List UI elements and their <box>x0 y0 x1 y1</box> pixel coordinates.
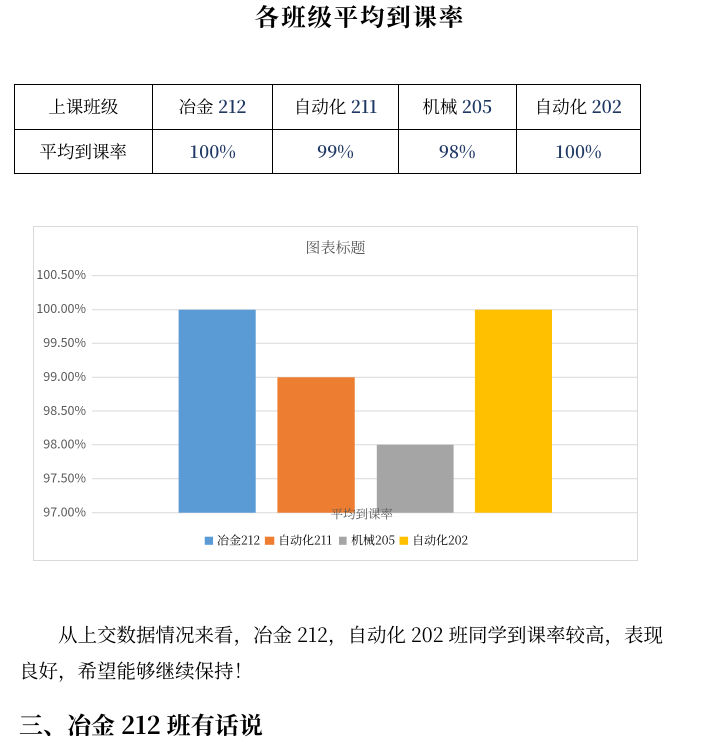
svg-text:100.50%: 100.50% <box>36 264 86 283</box>
svg-text:自动化211: 自动化211 <box>278 531 332 548</box>
svg-text:97.50%: 97.50% <box>43 468 86 487</box>
svg-text:机械205: 机械205 <box>351 531 395 548</box>
svg-text:99.00%: 99.00% <box>43 366 86 385</box>
svg-text:97.00%: 97.00% <box>43 502 86 521</box>
svg-text:98.00%: 98.00% <box>43 434 86 453</box>
svg-text:冶金212: 冶金212 <box>217 531 260 548</box>
svg-text:99.50%: 99.50% <box>43 332 86 351</box>
svg-text:100.00%: 100.00% <box>36 298 86 317</box>
svg-text:98.50%: 98.50% <box>43 400 86 419</box>
svg-text:平均到课率: 平均到课率 <box>331 505 394 523</box>
svg-text:自动化202: 自动化202 <box>412 531 468 548</box>
